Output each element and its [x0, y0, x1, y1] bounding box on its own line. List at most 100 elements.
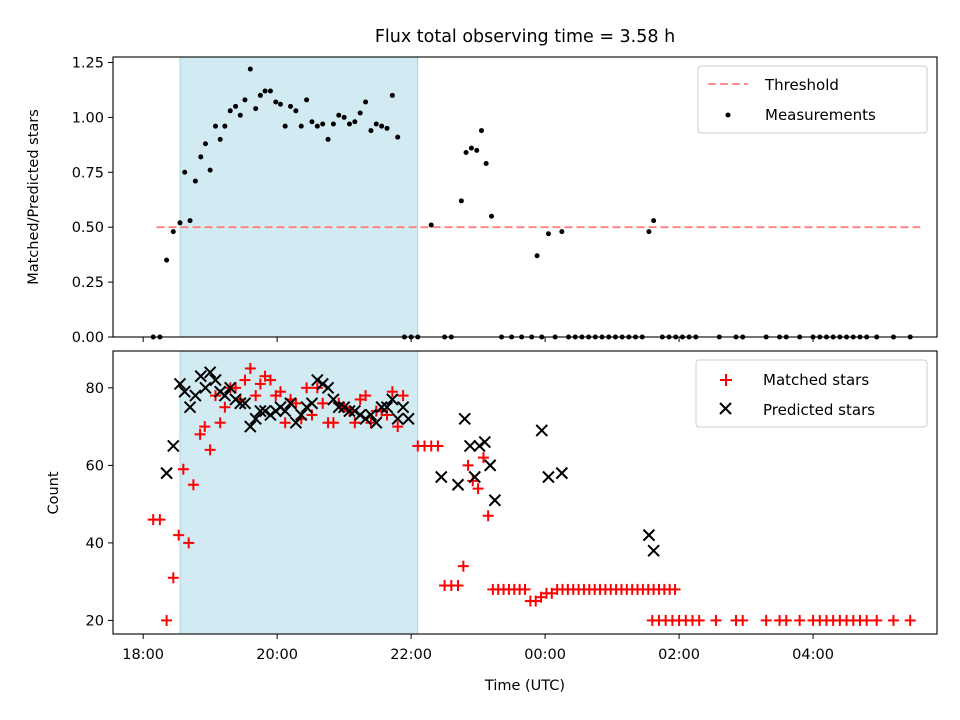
top-y-tick-label: 0.50: [72, 220, 104, 236]
top-y-tick-label: 1.00: [72, 110, 104, 126]
matched-star-point: [871, 614, 883, 626]
matched-star-point: [477, 452, 489, 464]
measurement-point: [468, 145, 474, 151]
predicted-star-point: [311, 373, 324, 387]
measurement-point: [233, 103, 239, 109]
x-tick-label: 20:00: [256, 647, 298, 663]
matched-star-point: [173, 529, 185, 541]
measurement-point: [170, 229, 176, 235]
predicted-legend-label: Predicted stars: [763, 401, 875, 419]
measurement-point: [357, 110, 363, 116]
predicted-star-point: [642, 528, 656, 542]
matched-star-point: [457, 560, 469, 572]
predicted-star-point: [160, 466, 173, 480]
bottom-y-axis-label: Count: [46, 471, 62, 514]
matched-star-point: [861, 614, 873, 626]
top-x-ticks: [142, 337, 814, 342]
matched-star-point: [254, 378, 266, 390]
bottom-y-tick-label: 40: [86, 536, 104, 552]
bottom-y-tick-label: 80: [86, 381, 104, 397]
matched-star-point: [250, 390, 262, 402]
predicted-star-point: [435, 470, 448, 484]
matched-star-point: [199, 421, 211, 433]
predicted-star-point: [343, 404, 356, 418]
top-panel: 0.00 0.25 0.50 0.75 1.00 1.25 Matched/Predict…: [26, 55, 938, 346]
measurement-point: [428, 222, 434, 228]
predicted-star-point: [468, 470, 481, 484]
measurement-point: [222, 123, 228, 129]
matched-star-point: [290, 397, 302, 409]
predicted-star-point: [199, 381, 212, 395]
measurement-point: [489, 213, 495, 219]
matched-star-point: [177, 463, 189, 475]
top-y-tick-label: 0.75: [72, 165, 104, 181]
measurement-point: [212, 123, 218, 129]
predicted-star-point: [364, 408, 378, 422]
x-tick-label: 18:00: [122, 647, 164, 663]
predicted-star-point: [289, 416, 303, 429]
predicted-star-point: [348, 404, 362, 418]
predicted-star-point: [337, 401, 351, 414]
top-shaded-span: [179, 56, 419, 338]
predicted-star-point: [258, 404, 272, 418]
measurement-point: [336, 112, 342, 118]
measurement-point: [646, 229, 652, 235]
matched-star-point: [327, 417, 339, 429]
matched-star-point: [161, 614, 173, 626]
matched-star-point: [274, 386, 286, 398]
predicted-star-point: [321, 381, 335, 395]
predicted-star-point: [488, 494, 502, 507]
measurement-point: [267, 88, 273, 94]
matched-star-point: [452, 580, 464, 592]
measurement-point: [247, 66, 253, 72]
measurement-point: [282, 123, 288, 129]
top-y-tick-label: 0.00: [72, 330, 104, 346]
measurement-point: [309, 119, 315, 125]
measurement-point: [262, 88, 268, 94]
x-tick-label: 22:00: [390, 647, 432, 663]
matched-star-point: [887, 614, 899, 626]
predicted-star-point: [353, 408, 367, 422]
matched-star-point: [154, 514, 166, 526]
predicted-star-point: [402, 412, 415, 426]
x-tick-label: 04:00: [792, 647, 834, 663]
matched-star-point: [392, 421, 404, 433]
predicted-star-point: [391, 412, 404, 426]
matched-star-point: [230, 382, 242, 394]
matched-star-point: [467, 475, 479, 487]
matched-star-point: [737, 614, 749, 626]
measurement-point: [320, 121, 326, 127]
matched-star-point: [244, 362, 256, 374]
measurement-point: [463, 150, 469, 156]
measurement-point: [207, 167, 213, 173]
top-y-axis: 0.00 0.25 0.50 0.75 1.00 1.25: [72, 55, 113, 346]
bottom-plot-frame: [112, 350, 938, 635]
predicted-star-point: [178, 385, 191, 398]
predicted-star-point: [535, 424, 548, 437]
measurements-legend-swatch: [725, 112, 731, 118]
predicted-star-point: [189, 389, 202, 402]
measurement-point: [202, 141, 208, 147]
measurement-point: [545, 231, 551, 237]
predicted-star-point: [295, 408, 308, 422]
measurement-point: [363, 99, 369, 105]
predicted-star-point: [264, 408, 277, 422]
predicted-star-point: [284, 397, 297, 410]
matched-star-point: [301, 382, 313, 394]
matched-star-point: [669, 583, 681, 595]
measurement-point: [341, 114, 347, 120]
measurement-point: [483, 161, 489, 167]
measurement-point: [651, 218, 657, 224]
predicted-star-point: [194, 369, 207, 383]
matched-star-point: [239, 374, 251, 386]
measurement-point: [458, 198, 464, 204]
matched-star-point: [167, 572, 179, 584]
matched-star-point: [794, 614, 806, 626]
predicted-star-point: [238, 397, 252, 410]
measurement-point: [164, 257, 170, 263]
predicted-star-point: [451, 478, 465, 491]
bottom-legend: Matched stars Predicted stars: [695, 359, 928, 428]
matched-star-point: [780, 614, 792, 626]
top-y-tick-label: 1.25: [72, 55, 104, 71]
